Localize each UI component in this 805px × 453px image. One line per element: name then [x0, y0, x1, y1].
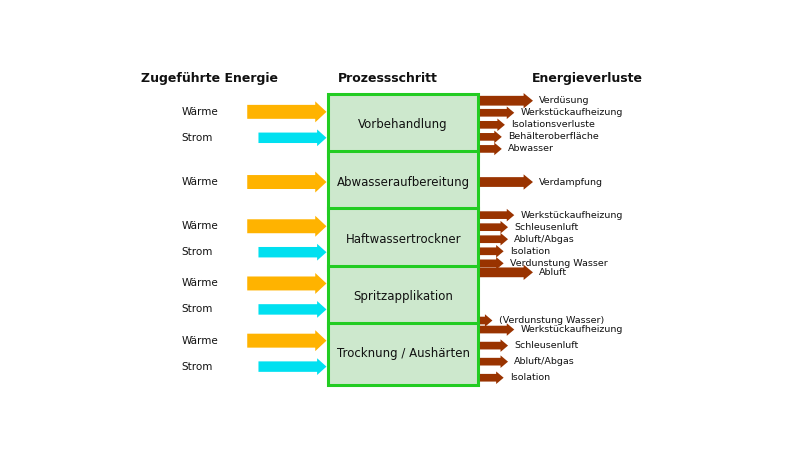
Text: Wärme: Wärme: [182, 107, 218, 117]
FancyBboxPatch shape: [328, 208, 478, 270]
FancyBboxPatch shape: [328, 265, 478, 328]
FancyArrow shape: [247, 172, 327, 193]
FancyArrow shape: [247, 101, 327, 122]
FancyArrow shape: [480, 221, 508, 233]
FancyArrow shape: [480, 233, 508, 246]
Text: Werkstückaufheizung: Werkstückaufheizung: [521, 211, 623, 220]
FancyArrow shape: [480, 257, 504, 270]
Text: Strom: Strom: [182, 304, 213, 314]
FancyBboxPatch shape: [328, 151, 478, 213]
Text: Isolation: Isolation: [510, 247, 550, 256]
FancyArrow shape: [247, 216, 327, 237]
Text: Strom: Strom: [182, 133, 213, 143]
Text: Abluft/Abgas: Abluft/Abgas: [514, 357, 575, 366]
FancyArrow shape: [480, 174, 533, 190]
Text: Verdunstung Wasser: Verdunstung Wasser: [510, 259, 608, 268]
Text: Schleusenluft: Schleusenluft: [514, 223, 579, 231]
Text: Behälteroberfläche: Behälteroberfläche: [508, 132, 599, 141]
Text: Vorbehandlung: Vorbehandlung: [358, 118, 448, 131]
Text: Haftwassertrockner: Haftwassertrockner: [345, 233, 461, 246]
FancyBboxPatch shape: [328, 323, 478, 385]
FancyBboxPatch shape: [328, 94, 478, 156]
Text: Zugeführte Energie: Zugeführte Energie: [142, 72, 279, 85]
Text: Abwasser: Abwasser: [508, 145, 554, 154]
Text: Isolationsverluste: Isolationsverluste: [511, 120, 595, 129]
FancyArrow shape: [480, 209, 514, 222]
FancyArrow shape: [480, 106, 514, 119]
Text: Werkstückaufheizung: Werkstückaufheizung: [521, 325, 623, 334]
FancyArrow shape: [480, 143, 502, 155]
FancyArrow shape: [480, 371, 504, 384]
Text: Wärme: Wärme: [182, 279, 218, 289]
Text: Abwasseraufbereitung: Abwasseraufbereitung: [336, 175, 470, 188]
FancyArrow shape: [480, 93, 533, 108]
FancyArrow shape: [480, 265, 533, 280]
Text: Prozessschritt: Prozessschritt: [337, 72, 438, 85]
Text: (Verdunstung Wasser): (Verdunstung Wasser): [498, 316, 604, 325]
Text: Verdüsung: Verdüsung: [539, 96, 590, 105]
Text: Verdampfung: Verdampfung: [539, 178, 603, 187]
Text: Strom: Strom: [182, 361, 213, 371]
FancyArrow shape: [480, 245, 504, 258]
FancyArrow shape: [258, 358, 327, 375]
Text: Strom: Strom: [182, 247, 213, 257]
FancyArrow shape: [480, 339, 508, 352]
FancyArrow shape: [480, 119, 505, 131]
Text: Energieverluste: Energieverluste: [532, 72, 642, 85]
FancyArrow shape: [480, 356, 508, 368]
Text: Schleusenluft: Schleusenluft: [514, 341, 579, 350]
Text: Wärme: Wärme: [182, 177, 218, 187]
FancyArrow shape: [258, 130, 327, 146]
Text: Wärme: Wärme: [182, 336, 218, 346]
Text: Spritzapplikation: Spritzapplikation: [353, 290, 453, 303]
FancyArrow shape: [247, 330, 327, 351]
FancyArrow shape: [258, 301, 327, 318]
Text: Isolation: Isolation: [510, 373, 550, 382]
Text: Werkstückaufheizung: Werkstückaufheizung: [521, 108, 623, 117]
Text: Abluft/Abgas: Abluft/Abgas: [514, 235, 575, 244]
FancyArrow shape: [480, 130, 502, 143]
FancyArrow shape: [258, 244, 327, 260]
Text: Wärme: Wärme: [182, 221, 218, 231]
FancyArrow shape: [480, 314, 493, 327]
Text: Trocknung / Aushärten: Trocknung / Aushärten: [336, 347, 469, 360]
FancyArrow shape: [480, 323, 514, 336]
FancyArrow shape: [247, 273, 327, 294]
Text: Abluft: Abluft: [539, 268, 568, 277]
